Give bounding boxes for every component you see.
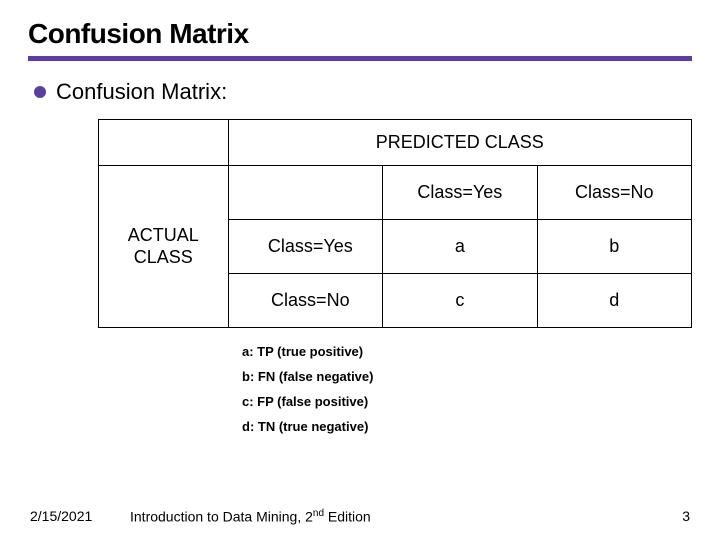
cell-a: a — [383, 220, 537, 274]
legend: a: TP (true positive) b: FN (false negat… — [242, 344, 692, 434]
cell-c: c — [383, 274, 537, 328]
cell-d: d — [537, 274, 691, 328]
footer-source-prefix: Introduction to Data Mining, 2 — [130, 509, 313, 525]
title-rule — [28, 56, 692, 61]
row-header-no: Class=No — [228, 274, 383, 328]
cell-b: b — [537, 220, 691, 274]
footer-source-sup: nd — [313, 508, 324, 519]
footer-page: 3 — [682, 508, 690, 524]
legend-d: d: TN (true negative) — [242, 419, 692, 434]
legend-a: a: TP (true positive) — [242, 344, 692, 359]
row-header-yes: Class=Yes — [228, 220, 383, 274]
col-header-no: Class=No — [537, 166, 691, 220]
confusion-matrix: PREDICTED CLASS ACTUAL CLASS Class=Yes C… — [98, 119, 692, 328]
footer-source-suffix: Edition — [324, 509, 371, 525]
actual-header-line1: ACTUAL — [128, 225, 199, 245]
footer-source: Introduction to Data Mining, 2nd Edition — [130, 508, 371, 525]
table-subcorner — [228, 166, 383, 220]
bullet-item: Confusion Matrix: — [34, 79, 692, 105]
table-corner — [99, 120, 229, 166]
slide-title: Confusion Matrix — [28, 18, 692, 50]
actual-header-line2: CLASS — [134, 247, 193, 267]
bullet-text: Confusion Matrix: — [56, 79, 227, 105]
predicted-header: PREDICTED CLASS — [228, 120, 691, 166]
legend-c: c: FP (false positive) — [242, 394, 692, 409]
col-header-yes: Class=Yes — [383, 166, 537, 220]
footer: 2/15/2021 Introduction to Data Mining, 2… — [30, 508, 690, 524]
actual-header: ACTUAL CLASS — [99, 166, 229, 328]
bullet-icon — [34, 86, 46, 98]
footer-date: 2/15/2021 — [30, 508, 92, 524]
legend-b: b: FN (false negative) — [242, 369, 692, 384]
